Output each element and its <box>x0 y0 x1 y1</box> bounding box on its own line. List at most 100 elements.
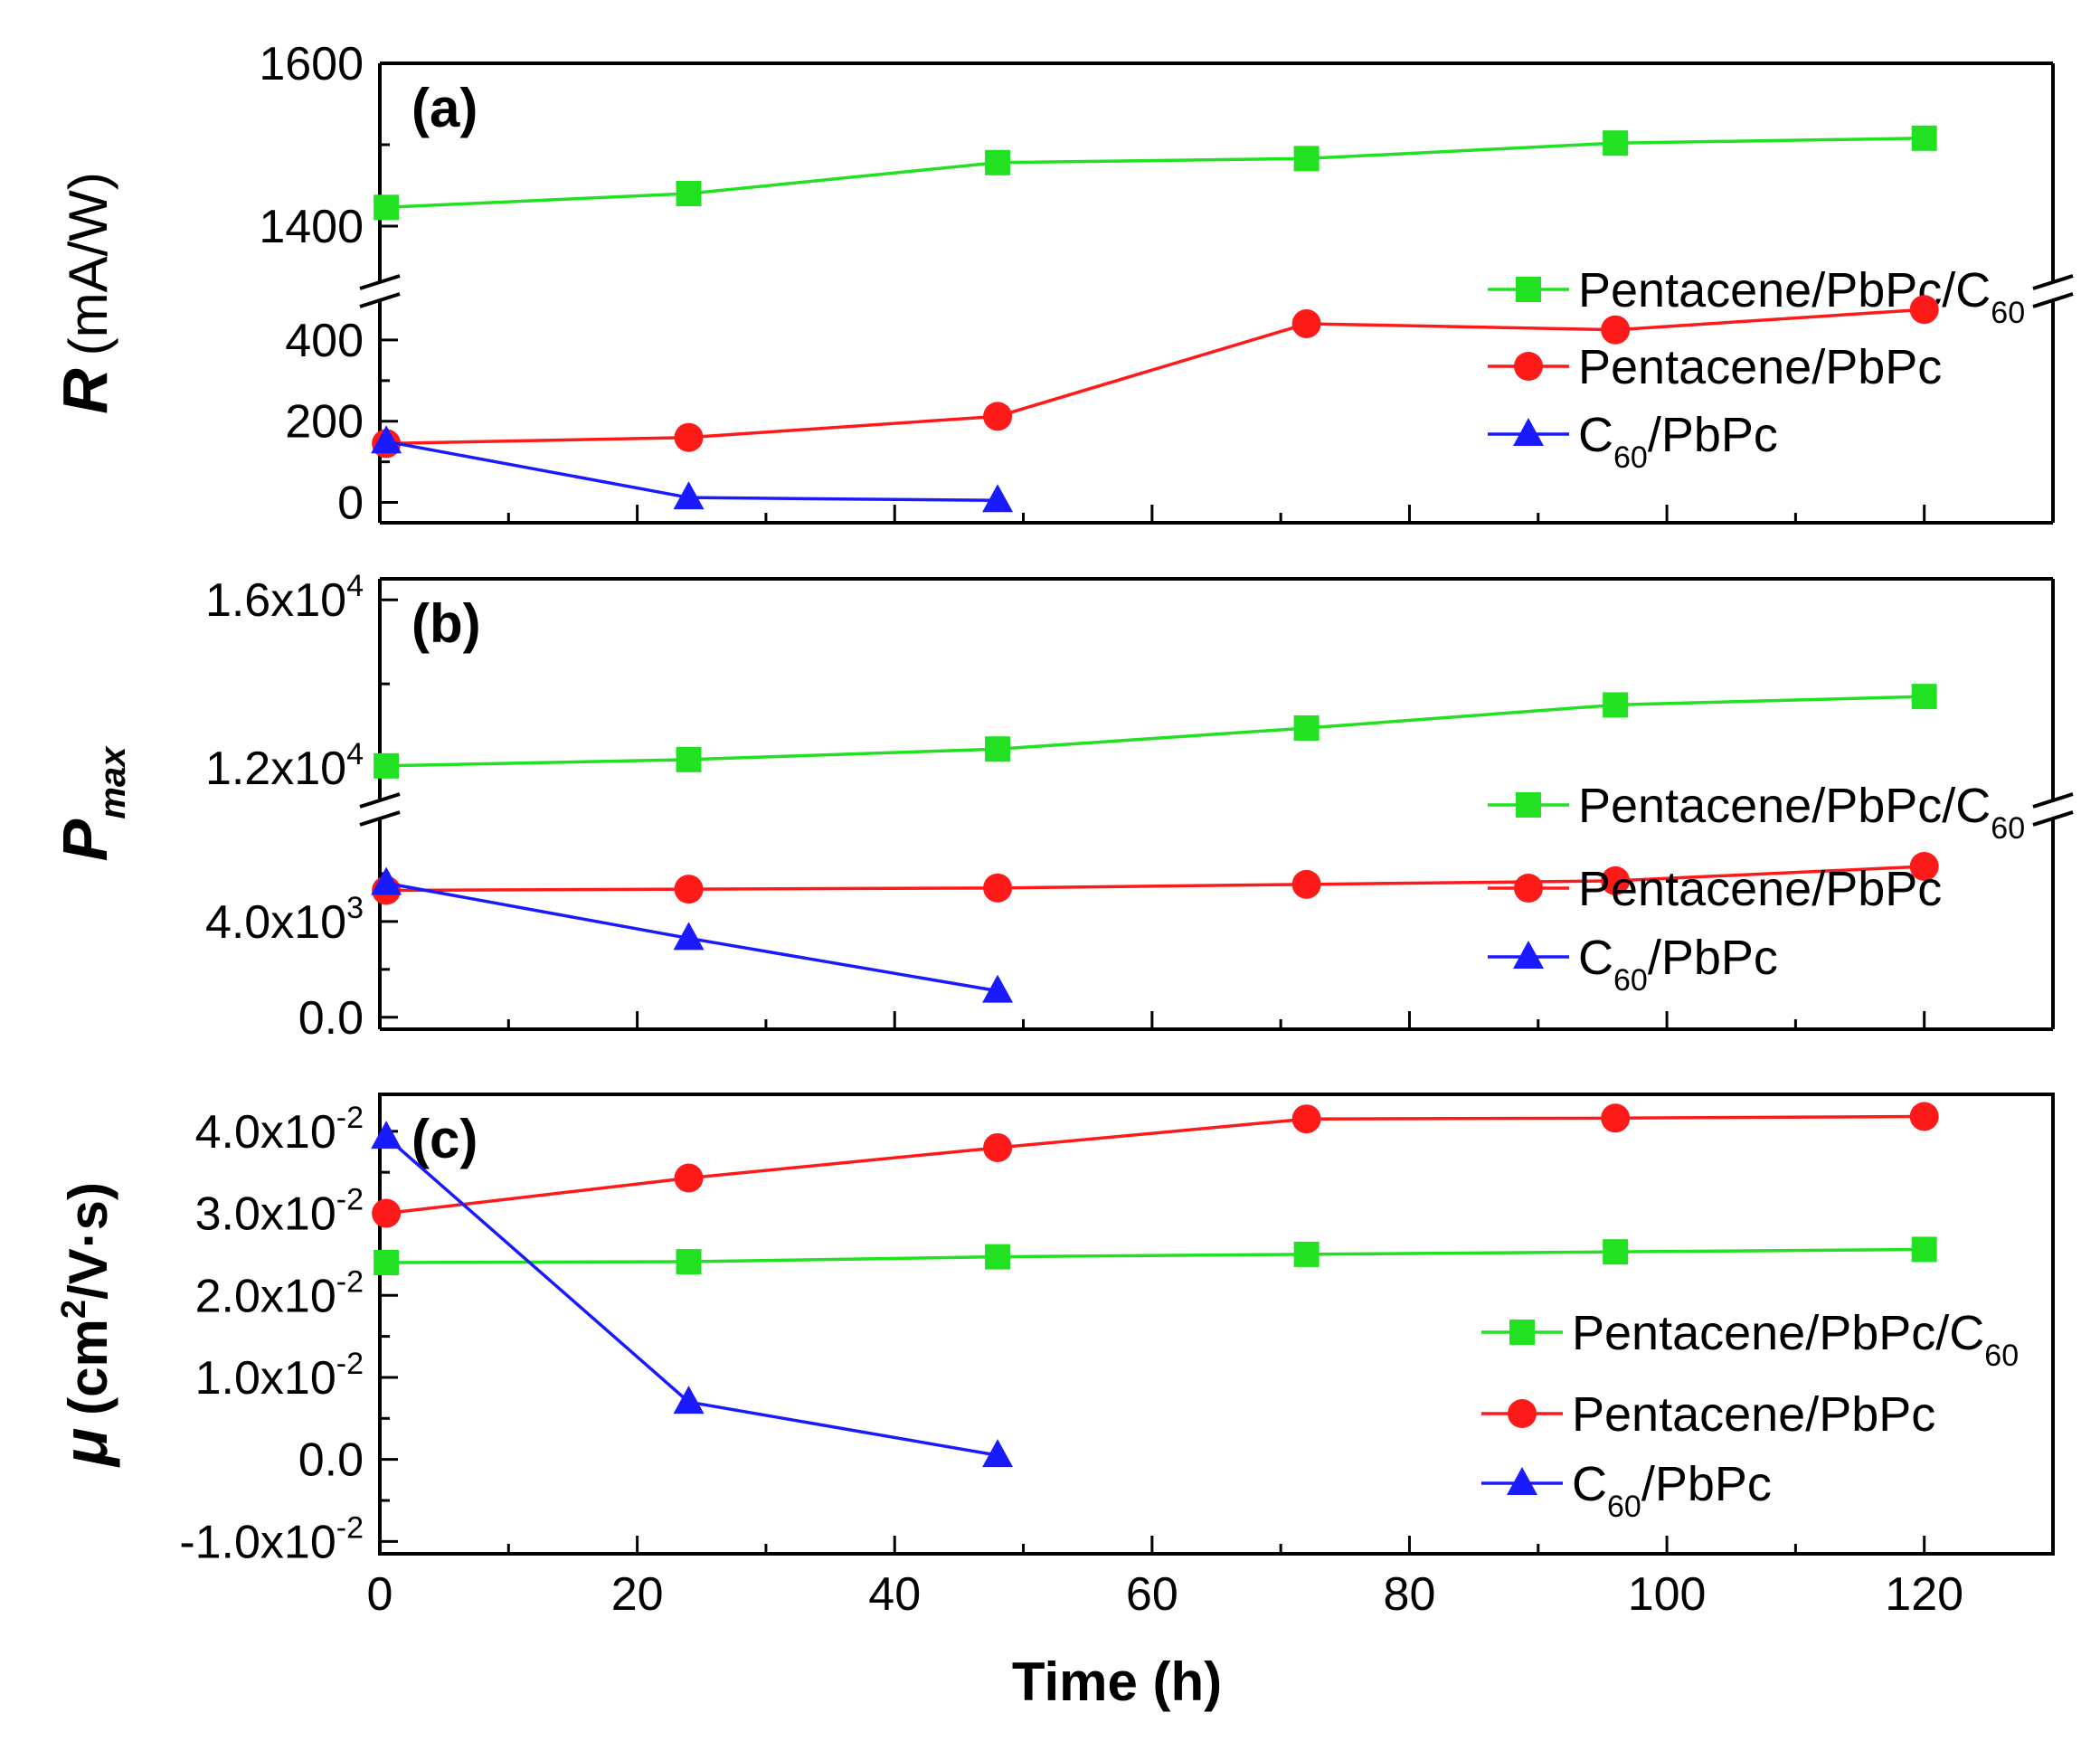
data-point <box>1601 1103 1631 1133</box>
series-1 <box>372 852 1939 905</box>
y-tick-label: -1.0x10-2 <box>179 1510 364 1568</box>
series-line <box>385 1114 1925 1216</box>
legend-marker <box>1507 1467 1537 1495</box>
y-tick-label: 200 <box>285 396 364 449</box>
legend-marker <box>1516 277 1541 302</box>
data-point <box>676 1249 702 1275</box>
axis-break-mark <box>2032 274 2074 290</box>
y-tick-label: 2.0x10-2 <box>195 1264 364 1322</box>
legend-label: Pentacene/PbPc/C60 <box>1578 263 2025 330</box>
legend-marker <box>1513 941 1544 969</box>
axis-break-mark <box>359 274 401 290</box>
legend-entry-2: C60/PbPc <box>1488 408 1778 475</box>
data-point <box>674 875 704 904</box>
series-1 <box>372 295 1939 459</box>
legend-entry-1: Pentacene/PbPc <box>1488 862 1942 916</box>
series-2 <box>371 866 1014 1003</box>
data-point <box>983 873 1013 903</box>
x-axis-label: Time (h) <box>1012 1651 1222 1712</box>
data-point <box>371 1121 402 1150</box>
data-point <box>1291 869 1321 899</box>
data-point <box>374 194 400 221</box>
legend-marker <box>1513 418 1544 446</box>
x-tick-label: 20 <box>611 1568 664 1621</box>
legend-marker <box>1508 1399 1537 1428</box>
legend-label: Pentacene/PbPc/C60 <box>1572 1306 2019 1373</box>
y-axis-label: μ(cm2/V·s) <box>50 1182 120 1468</box>
data-point <box>985 1244 1011 1270</box>
legend-entry-0: Pentacene/PbPc/C60 <box>1481 1306 2019 1373</box>
data-point <box>985 736 1011 762</box>
panel-label: (c) <box>411 1109 478 1169</box>
y-tick-label: 0.0 <box>298 1434 364 1487</box>
legend-label: Pentacene/PbPc <box>1578 340 1942 394</box>
legend-entry-1: Pentacene/PbPc <box>1488 340 1942 394</box>
x-tick-label: 60 <box>1126 1568 1178 1621</box>
series-line <box>386 865 1925 893</box>
series-0 <box>374 125 1937 221</box>
series-2 <box>371 1121 1014 1468</box>
y-tick-label: 3.0x10-2 <box>195 1183 364 1241</box>
y-tick-label: 1400 <box>259 201 364 253</box>
frame <box>378 1093 2055 1556</box>
y-tick-label: 1.6x104 <box>205 569 364 627</box>
x-tick-label: 40 <box>868 1568 921 1621</box>
data-point <box>1603 692 1629 718</box>
series-line <box>386 308 1925 446</box>
data-point <box>1291 308 1321 338</box>
legend-marker <box>1509 1320 1535 1345</box>
data-point <box>1603 130 1629 156</box>
data-point <box>674 1163 704 1193</box>
panel-c: 0 20 40 60 80 100 120 -1.0x10-2 0.0 1.0x10-2 2.0x1… <box>50 1093 2055 1621</box>
data-point <box>374 1249 400 1275</box>
axis-break-mark <box>359 792 401 809</box>
legend-label: C60/PbPc <box>1578 931 1778 998</box>
y-tick-label: 1600 <box>259 38 364 90</box>
y-tick-label: 0.0 <box>298 992 364 1045</box>
legend-marker <box>1516 792 1541 818</box>
axis-break-mark <box>2032 792 2074 809</box>
x-tick-label: 80 <box>1384 1568 1436 1621</box>
data-point <box>371 425 402 454</box>
data-point <box>982 484 1014 513</box>
data-point <box>374 752 400 779</box>
data-point <box>1911 1236 1937 1263</box>
y-tick-label: 1.0x10-2 <box>195 1347 364 1405</box>
data-point <box>1909 852 1939 881</box>
legend-label: C60/PbPc <box>1578 408 1778 475</box>
series-0 <box>374 1236 1937 1275</box>
legend-entry-2: C60/PbPc <box>1488 931 1778 998</box>
data-point <box>1601 315 1631 345</box>
data-point <box>1291 1104 1321 1134</box>
series-2 <box>371 425 1014 513</box>
legend-marker <box>1514 874 1543 903</box>
data-point <box>1911 125 1937 151</box>
data-point <box>674 422 704 452</box>
data-point <box>1601 866 1631 895</box>
data-point <box>673 922 705 951</box>
data-point <box>1293 146 1320 172</box>
data-point <box>983 1132 1013 1162</box>
series-line <box>386 1247 1925 1264</box>
x-tick-label: 100 <box>1628 1568 1707 1621</box>
panel-b: 1.2x104 1.6x104 0.0 4.0x103 (b) Pmax Pentacene… <box>50 569 2074 1045</box>
series-0 <box>374 684 1937 779</box>
data-point <box>372 1198 402 1228</box>
legend-marker <box>1514 352 1543 381</box>
legend-entry-0: Pentacene/PbPc/C60 <box>1488 779 2025 846</box>
y-tick-label: 0 <box>337 478 364 530</box>
legend-label: Pentacene/PbPc <box>1572 1387 1935 1442</box>
data-point <box>1603 1239 1629 1265</box>
y-axis-label: Pmax <box>50 745 133 862</box>
series-line <box>386 137 1925 210</box>
data-point <box>676 181 702 206</box>
y-tick-label: 4.0x103 <box>205 891 364 949</box>
data-point <box>1293 1241 1320 1267</box>
y-axis-label: R(mA/W) <box>50 172 120 414</box>
axis-break-mark <box>359 292 401 308</box>
series-line <box>386 695 1925 768</box>
data-point <box>982 974 1014 1003</box>
legend-label: C60/PbPc <box>1572 1457 1772 1524</box>
axis-break-mark <box>2032 810 2074 827</box>
